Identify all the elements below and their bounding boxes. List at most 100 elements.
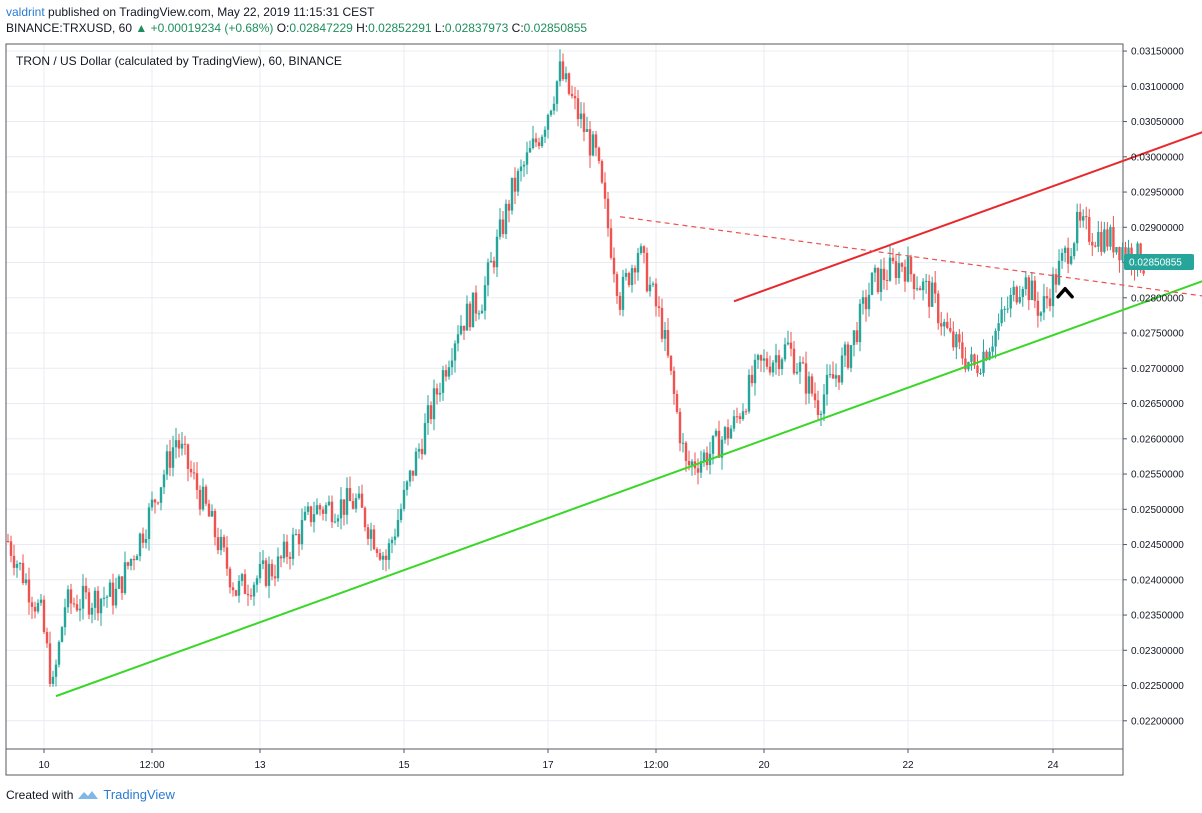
candle — [270, 559, 274, 581]
candle — [570, 85, 574, 99]
x-tick-label: 10 — [38, 760, 50, 771]
candle — [546, 113, 550, 139]
candle — [994, 328, 997, 359]
candle — [627, 271, 631, 288]
resistance-trendline[interactable] — [733, 125, 1202, 303]
candle — [480, 304, 484, 314]
candle — [879, 259, 883, 301]
candle — [600, 159, 604, 185]
candle — [876, 267, 880, 295]
candle — [765, 351, 769, 370]
candle — [639, 243, 643, 255]
candle — [1078, 203, 1082, 228]
candle — [846, 341, 850, 370]
candle — [849, 344, 853, 373]
candle — [543, 126, 547, 143]
candle — [744, 408, 748, 415]
candle — [912, 273, 916, 300]
candle — [918, 285, 922, 291]
published-text: published on TradingView.com, May 22, 20… — [48, 5, 375, 19]
candle — [855, 321, 859, 345]
candle — [462, 325, 466, 341]
dashed-trendline[interactable] — [619, 216, 1202, 298]
candle — [417, 443, 421, 459]
candle — [1030, 272, 1034, 301]
candle — [732, 409, 736, 432]
tradingview-link[interactable]: TradingView — [103, 787, 175, 802]
candle — [702, 449, 706, 467]
candle — [405, 480, 409, 496]
candle — [795, 362, 799, 375]
y-tick-label: 0.02250000 — [1131, 681, 1184, 692]
candle — [282, 533, 286, 563]
candle — [120, 576, 124, 600]
candle — [1121, 242, 1124, 263]
candle — [741, 403, 745, 421]
candle — [1060, 248, 1064, 269]
candle — [234, 589, 238, 597]
candle — [525, 141, 529, 175]
candle — [762, 349, 766, 373]
candle — [1015, 285, 1018, 305]
candle — [606, 191, 610, 237]
candle — [291, 527, 295, 566]
candle — [330, 495, 334, 528]
candle — [213, 508, 217, 546]
x-tick-label: 12:00 — [643, 760, 668, 771]
candle — [783, 337, 787, 362]
candle — [943, 318, 946, 337]
candle — [126, 561, 130, 570]
candle — [309, 505, 313, 527]
candle — [891, 248, 895, 264]
candle — [492, 256, 496, 274]
candle — [933, 270, 937, 304]
support-trendline[interactable] — [55, 270, 1202, 698]
candle — [964, 347, 967, 373]
candle — [663, 321, 667, 352]
candle — [510, 177, 514, 215]
candle — [363, 506, 367, 532]
candle — [672, 366, 676, 405]
candle — [276, 547, 280, 582]
candle — [486, 258, 490, 297]
candle — [513, 167, 517, 205]
x-tick-label: 13 — [254, 760, 266, 771]
candle — [531, 125, 535, 150]
candle — [1009, 287, 1012, 318]
candle — [651, 281, 655, 288]
candle — [504, 199, 508, 239]
candle — [624, 268, 628, 281]
y-tick-label: 0.02800000 — [1131, 293, 1184, 304]
candle — [369, 522, 373, 551]
candle — [681, 432, 685, 453]
candle — [982, 339, 985, 377]
candle — [958, 329, 961, 350]
candle — [952, 321, 955, 351]
candle — [78, 598, 82, 622]
candle — [522, 160, 526, 177]
candle — [183, 435, 187, 455]
candle — [789, 332, 793, 357]
candle — [177, 433, 181, 458]
candle — [66, 585, 70, 613]
candle — [294, 529, 298, 536]
author-name[interactable]: valdrint — [6, 5, 45, 19]
candle — [1057, 249, 1061, 286]
price-axis[interactable]: 0.03150000 0.03100000 0.03050000 0.03000000… — [1123, 47, 1184, 728]
candle — [285, 534, 289, 565]
candle — [360, 484, 364, 508]
candle — [804, 351, 808, 405]
candle — [267, 556, 271, 599]
candle — [1024, 271, 1028, 296]
candle — [408, 469, 412, 487]
candle — [453, 340, 457, 373]
candle — [147, 503, 151, 551]
candle — [435, 383, 439, 405]
x-tick-label: 17 — [542, 760, 554, 771]
x-tick-label: 24 — [1047, 760, 1059, 771]
breakout-arrow-icon — [1056, 287, 1074, 299]
time-axis[interactable]: 10 12:00 13 15 17 12:00 20 22 24 — [38, 749, 1059, 771]
candle — [1012, 280, 1015, 302]
candle — [288, 551, 292, 570]
